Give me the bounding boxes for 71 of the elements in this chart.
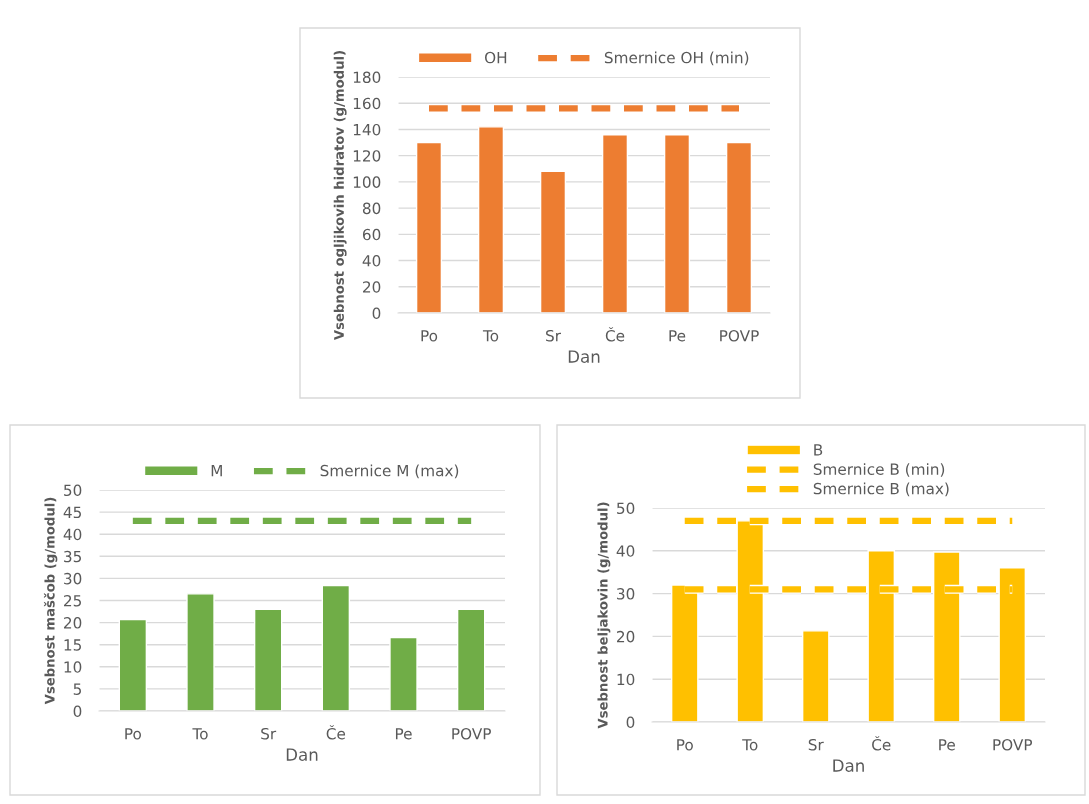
x-tick-label: Sr <box>261 727 277 740</box>
x-tick-label: POVP <box>452 727 491 740</box>
y-tick-label: 25 <box>64 594 81 607</box>
y-tick-label: 50 <box>64 484 82 497</box>
x-tick-label: Pe <box>395 728 412 740</box>
y-tick-label: 15 <box>64 639 81 651</box>
x-tick-label: Sr <box>546 329 561 342</box>
legend-label: Smernice M (max) <box>320 464 459 479</box>
y-tick-label: 180 <box>353 71 381 84</box>
y-tick-label: 120 <box>353 150 381 162</box>
legend-label: Smernice OH (min) <box>604 51 749 66</box>
y-tick-label: 50 <box>617 502 635 515</box>
bar <box>389 636 418 711</box>
x-axis-title: Dan <box>833 759 864 772</box>
bar <box>725 141 753 313</box>
y-axis-title: Vsebnost beljakovin (g/modul) <box>597 502 611 729</box>
y-tick-label: 10 <box>617 673 635 686</box>
x-tick-label: Pe <box>669 330 686 342</box>
x-tick-label: POVP <box>720 329 759 342</box>
y-tick-label: 60 <box>362 228 381 241</box>
y-tick-label: 0 <box>73 705 82 718</box>
bar <box>253 608 283 711</box>
legend-label: Smernice B (min) <box>813 463 945 477</box>
y-axis-title: Vsebnost ogljikovih hidratov (g/modul) <box>333 51 347 341</box>
bar <box>539 170 567 313</box>
bar <box>321 584 351 711</box>
y-tick-label: 40 <box>63 528 82 541</box>
x-tick-label: Po <box>677 739 693 751</box>
y-tick-label: 20 <box>363 281 381 293</box>
y-tick-label: 20 <box>64 617 82 629</box>
x-tick-label: Po <box>421 330 438 342</box>
y-tick-label: 0 <box>626 716 635 729</box>
bar <box>118 618 148 711</box>
y-tick-label: 0 <box>372 307 381 320</box>
y-tick-label: 20 <box>617 630 635 643</box>
y-tick-label: 35 <box>64 550 81 563</box>
x-tick-label: To <box>742 739 758 751</box>
y-tick-label: 45 <box>63 506 81 519</box>
y-tick-label: 100 <box>353 176 381 188</box>
bar <box>477 126 505 313</box>
bar <box>456 608 486 711</box>
bar <box>801 630 830 722</box>
x-tick-label: Če <box>605 327 625 342</box>
x-tick-label: To <box>482 330 499 342</box>
y-tick-label: 10 <box>64 661 82 673</box>
y-tick-label: 30 <box>617 588 635 600</box>
y-tick-label: 80 <box>362 202 381 215</box>
x-axis-title: Dan <box>286 748 318 761</box>
bar <box>186 593 215 711</box>
x-axis-title: Dan <box>568 350 600 363</box>
x-tick-label: Če <box>872 736 891 751</box>
x-tick-label: Sr <box>808 738 824 751</box>
y-tick-label: 40 <box>362 255 381 267</box>
y-tick-label: 30 <box>64 572 82 585</box>
x-tick-label: Po <box>125 728 141 740</box>
legend-label: M <box>211 464 222 477</box>
bar <box>663 133 691 313</box>
legend-label: Smernice B (max) <box>813 482 949 497</box>
y-tick-label: 40 <box>616 545 635 557</box>
y-tick-label: 5 <box>73 683 81 695</box>
bar <box>601 133 629 313</box>
bar <box>415 141 443 313</box>
y-tick-label: 140 <box>353 123 381 136</box>
legend-label: B <box>814 444 823 456</box>
y-axis-title: Vsebnost maščob (g/modul) <box>43 497 58 705</box>
y-tick-label: 160 <box>353 97 381 110</box>
x-tick-label: To <box>192 728 208 740</box>
x-tick-label: Če <box>326 725 346 740</box>
x-tick-label: Pe <box>939 739 955 751</box>
x-tick-label: POVP <box>993 738 1033 751</box>
legend-label: OH <box>484 51 507 64</box>
